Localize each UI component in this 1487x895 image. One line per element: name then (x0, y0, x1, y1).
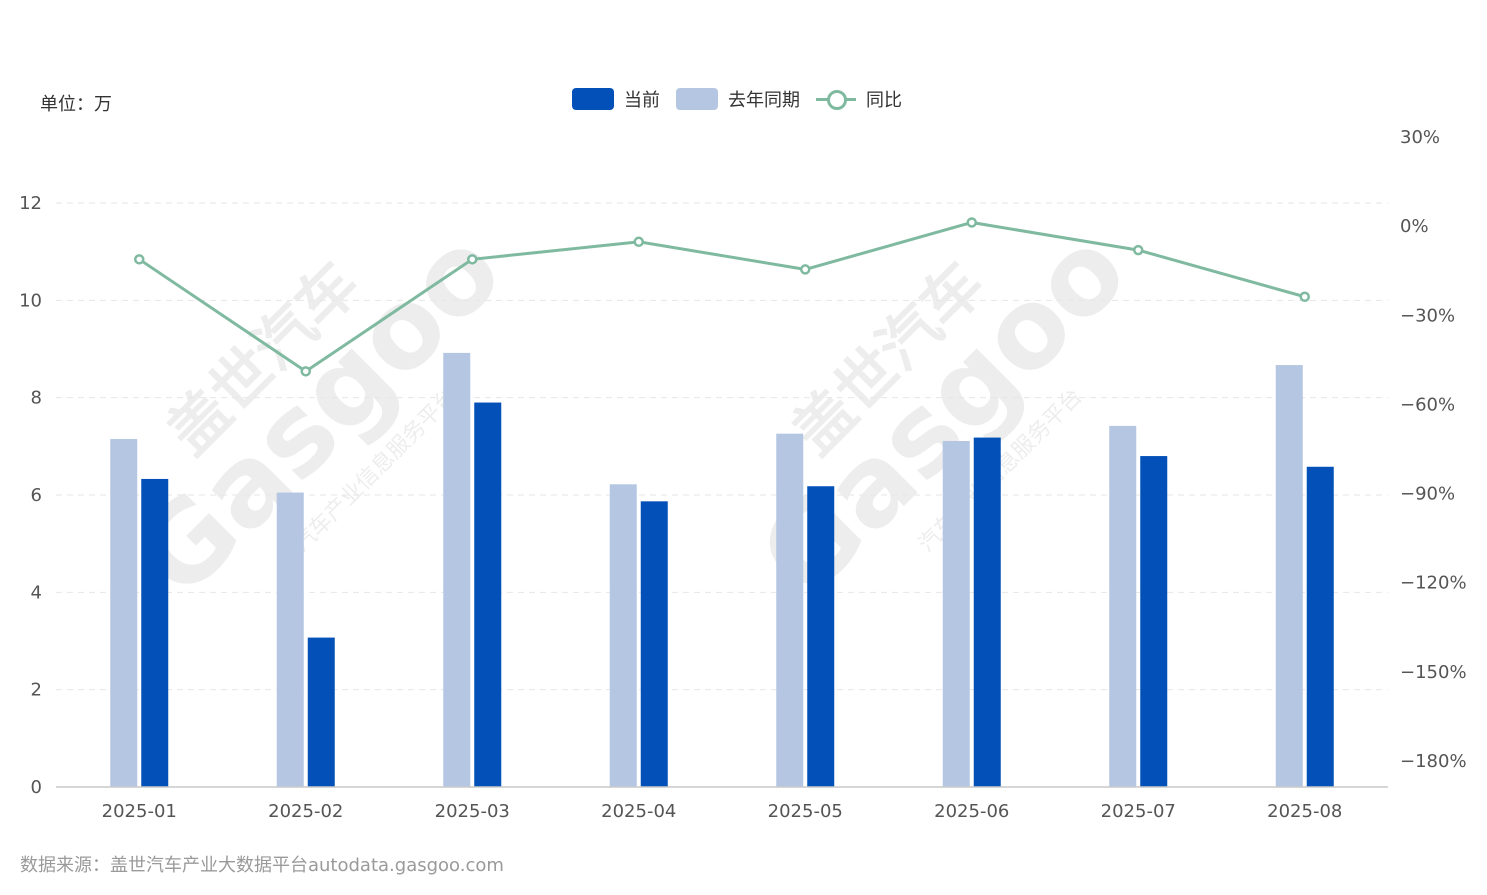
y-right-tick-label: −120% (1400, 573, 1467, 594)
legend-item-last-year[interactable]: 去年同期 (676, 86, 800, 112)
legend-label-last-year: 去年同期 (728, 90, 800, 111)
y-right-tick-label: −150% (1400, 662, 1467, 683)
bar-current (1140, 456, 1168, 787)
bar-current (973, 437, 1001, 787)
unit-label: 单位：万 (40, 94, 112, 115)
x-tick-label: 2025-07 (1101, 801, 1176, 822)
yoy-point (300, 366, 311, 377)
legend-item-yoy[interactable]: 同比 (816, 86, 902, 112)
legend-swatch-current (572, 88, 614, 110)
y-left-tick-label: 6 (31, 485, 42, 506)
x-tick-label: 2025-04 (601, 801, 676, 822)
legend-label-yoy: 同比 (866, 90, 902, 111)
bar-last-year (609, 484, 637, 787)
yoy-line (138, 220, 1306, 374)
bar-last-year (776, 433, 804, 787)
y-left-tick-label: 8 (31, 388, 42, 409)
y-right-tick-label: −90% (1400, 484, 1455, 505)
source-note: 数据来源：盖世汽车产业大数据平台autodata.gasgoo.com (20, 855, 504, 876)
bar-last-year (1109, 425, 1137, 787)
legend: 当前 去年同期 同比 (572, 86, 902, 112)
yoy-line-series (134, 217, 1310, 377)
y-left-tick-label: 2 (31, 680, 42, 701)
bar-current (141, 478, 169, 787)
bar-current (307, 637, 335, 787)
yoy-point (633, 236, 644, 248)
y-left-tick-label: 4 (31, 582, 42, 603)
legend-swatch-yoy (816, 88, 856, 110)
y-left-tick-label: 0 (31, 777, 42, 798)
x-tick-label: 2025-03 (435, 801, 510, 822)
yoy-point (800, 264, 811, 275)
legend-label-current: 当前 (624, 90, 660, 111)
y-right-tick-label: −60% (1400, 394, 1455, 415)
x-tick-label: 2025-06 (934, 801, 1009, 822)
bar-series (110, 352, 1334, 787)
x-tick-label: 2025-05 (768, 801, 843, 822)
yoy-point (1299, 291, 1310, 303)
yoy-point (467, 254, 478, 265)
yoy-point (966, 217, 977, 228)
yoy-point (1133, 244, 1144, 256)
legend-swatch-last-year (676, 88, 718, 110)
y-right-tick-label: −180% (1400, 751, 1467, 772)
axes: 0 2 4 6 8 10 12 30% 0% −30% −60% −90% −120% −150% −180… (19, 127, 1466, 822)
y-left-tick-label: 12 (19, 193, 42, 214)
legend-item-current[interactable]: 当前 (572, 86, 660, 112)
bar-current (807, 486, 835, 787)
bar-current (474, 402, 502, 787)
x-tick-label: 2025-01 (102, 801, 177, 822)
y-right-tick-label: −30% (1400, 305, 1455, 326)
bar-last-year (443, 352, 471, 787)
x-tick-label: 2025-02 (268, 801, 343, 822)
yoy-point (134, 254, 145, 265)
y-right-tick-label: 0% (1400, 216, 1429, 237)
bar-last-year (1275, 365, 1303, 787)
x-tick-label: 2025-08 (1267, 801, 1342, 822)
bar-current (640, 501, 668, 787)
bar-last-year (276, 492, 304, 787)
bar-current (1306, 466, 1334, 787)
bar-last-year (110, 439, 138, 787)
bar-last-year (942, 440, 970, 787)
y-left-tick-label: 10 (19, 290, 42, 311)
y-right-tick-label: 30% (1400, 127, 1440, 148)
